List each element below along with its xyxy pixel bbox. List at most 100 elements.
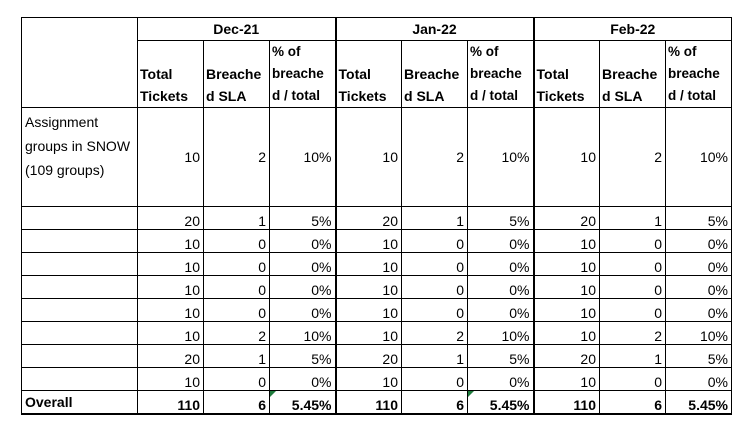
- total-cell[interactable]: 20: [137, 344, 204, 368]
- breached-cell[interactable]: 0: [401, 298, 468, 322]
- breached-cell[interactable]: 2: [203, 107, 270, 207]
- breached-cell[interactable]: 2: [599, 321, 666, 345]
- pct-cell[interactable]: 0%: [665, 298, 732, 322]
- month-header[interactable]: Jan-22: [335, 17, 535, 41]
- pct-cell[interactable]: 5%: [269, 344, 337, 368]
- row-label-cell[interactable]: [21, 252, 138, 276]
- total-cell[interactable]: 10: [137, 107, 204, 207]
- total-cell[interactable]: 10: [137, 298, 204, 322]
- total-cell[interactable]: 10: [335, 229, 402, 253]
- total-cell[interactable]: 20: [533, 344, 600, 368]
- pct-cell[interactable]: 0%: [467, 298, 535, 322]
- overall-breached-cell[interactable]: 6: [599, 390, 666, 415]
- row-label-cell[interactable]: Assignment groups in SNOW (109 groups): [21, 107, 138, 207]
- pct-cell[interactable]: 0%: [665, 275, 732, 299]
- pct-cell[interactable]: 5%: [665, 344, 732, 368]
- total-cell[interactable]: 10: [335, 321, 402, 345]
- row-label-cell[interactable]: [21, 206, 138, 230]
- month-header[interactable]: Feb-22: [533, 17, 732, 41]
- breached-cell[interactable]: 0: [599, 275, 666, 299]
- total-cell[interactable]: 10: [335, 252, 402, 276]
- total-cell[interactable]: 10: [533, 298, 600, 322]
- breached-cell[interactable]: 0: [401, 229, 468, 253]
- breached-cell[interactable]: 1: [599, 344, 666, 368]
- pct-cell[interactable]: 10%: [269, 107, 337, 207]
- overall-pct-cell[interactable]: 5.45%: [665, 390, 732, 415]
- pct-cell[interactable]: 5%: [665, 206, 732, 230]
- breached-cell[interactable]: 0: [599, 229, 666, 253]
- total-cell[interactable]: 20: [335, 206, 402, 230]
- total-tickets-header[interactable]: Total Tickets: [137, 40, 204, 108]
- pct-cell[interactable]: 0%: [269, 252, 337, 276]
- month-header[interactable]: Dec-21: [137, 17, 337, 41]
- pct-breached-header[interactable]: % of breache d / total: [665, 40, 732, 108]
- overall-pct-cell[interactable]: 5.45%: [467, 390, 535, 415]
- total-cell[interactable]: 10: [137, 275, 204, 299]
- pct-cell[interactable]: 0%: [269, 367, 337, 391]
- pct-cell[interactable]: 0%: [665, 367, 732, 391]
- pct-cell[interactable]: 0%: [467, 229, 535, 253]
- breached-cell[interactable]: 0: [203, 275, 270, 299]
- breached-cell[interactable]: 1: [203, 344, 270, 368]
- total-cell[interactable]: 10: [533, 229, 600, 253]
- pct-cell[interactable]: 5%: [269, 206, 337, 230]
- total-cell[interactable]: 10: [533, 107, 600, 207]
- row-label-cell[interactable]: [21, 298, 138, 322]
- total-cell[interactable]: 10: [533, 321, 600, 345]
- pct-cell[interactable]: 10%: [467, 321, 535, 345]
- row-label-cell[interactable]: [21, 321, 138, 345]
- pct-cell[interactable]: 0%: [467, 367, 535, 391]
- pct-cell[interactable]: 10%: [269, 321, 337, 345]
- breached-cell[interactable]: 0: [203, 367, 270, 391]
- breached-cell[interactable]: 0: [401, 275, 468, 299]
- overall-label[interactable]: Overall: [21, 390, 138, 415]
- total-cell[interactable]: 10: [137, 367, 204, 391]
- breached-cell[interactable]: 0: [203, 252, 270, 276]
- overall-total-cell[interactable]: 110: [533, 390, 600, 415]
- pct-cell[interactable]: 5%: [467, 206, 535, 230]
- pct-cell[interactable]: 0%: [467, 275, 535, 299]
- pct-breached-header[interactable]: % of breache d / total: [269, 40, 337, 108]
- row-label-cell[interactable]: [21, 275, 138, 299]
- overall-total-cell[interactable]: 110: [335, 390, 402, 415]
- pct-cell[interactable]: 5%: [467, 344, 535, 368]
- breached-cell[interactable]: 0: [599, 252, 666, 276]
- breached-cell[interactable]: 0: [599, 367, 666, 391]
- pct-cell[interactable]: 0%: [269, 298, 337, 322]
- breached-cell[interactable]: 2: [401, 107, 468, 207]
- corner-cell[interactable]: [21, 17, 138, 108]
- breached-cell[interactable]: 0: [401, 252, 468, 276]
- breached-cell[interactable]: 0: [203, 298, 270, 322]
- breached-cell[interactable]: 2: [599, 107, 666, 207]
- overall-breached-cell[interactable]: 6: [203, 390, 270, 415]
- breached-sla-header[interactable]: Breache d SLA: [401, 40, 468, 108]
- total-tickets-header[interactable]: Total Tickets: [533, 40, 600, 108]
- total-cell[interactable]: 10: [533, 367, 600, 391]
- breached-cell[interactable]: 2: [401, 321, 468, 345]
- total-tickets-header[interactable]: Total Tickets: [335, 40, 402, 108]
- overall-breached-cell[interactable]: 6: [401, 390, 468, 415]
- breached-cell[interactable]: 1: [401, 206, 468, 230]
- total-cell[interactable]: 10: [137, 229, 204, 253]
- row-label-cell[interactable]: [21, 344, 138, 368]
- breached-cell[interactable]: 0: [203, 229, 270, 253]
- row-label-cell[interactable]: [21, 367, 138, 391]
- pct-cell[interactable]: 0%: [269, 275, 337, 299]
- breached-cell[interactable]: 1: [203, 206, 270, 230]
- breached-cell[interactable]: 0: [401, 367, 468, 391]
- total-cell[interactable]: 10: [137, 321, 204, 345]
- pct-cell[interactable]: 10%: [467, 107, 535, 207]
- row-label-cell[interactable]: [21, 229, 138, 253]
- breached-cell[interactable]: 0: [599, 298, 666, 322]
- breached-cell[interactable]: 1: [599, 206, 666, 230]
- pct-cell[interactable]: 10%: [665, 107, 732, 207]
- total-cell[interactable]: 10: [533, 252, 600, 276]
- breached-cell[interactable]: 1: [401, 344, 468, 368]
- total-cell[interactable]: 10: [335, 298, 402, 322]
- total-cell[interactable]: 10: [533, 275, 600, 299]
- breached-sla-header[interactable]: Breache d SLA: [203, 40, 270, 108]
- total-cell[interactable]: 20: [137, 206, 204, 230]
- pct-cell[interactable]: 10%: [665, 321, 732, 345]
- overall-total-cell[interactable]: 110: [137, 390, 204, 415]
- total-cell[interactable]: 20: [533, 206, 600, 230]
